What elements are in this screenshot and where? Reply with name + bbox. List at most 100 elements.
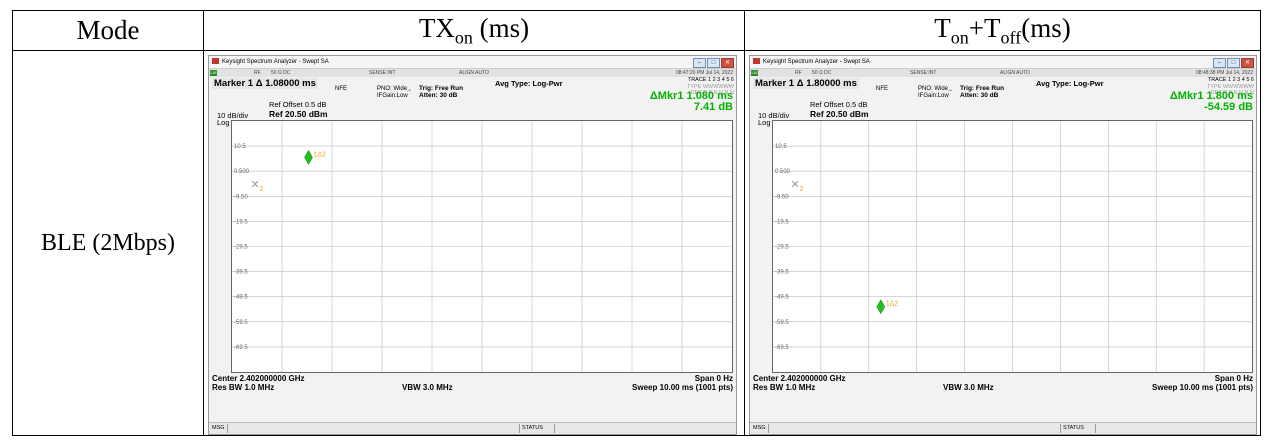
analyzer-titlebar: Keysight Spectrum Analyzer - Swept SA – □… [750,56,1256,69]
trig-label: Trig: Free Run [419,85,464,92]
header-t-rest: (ms) [1021,12,1071,43]
header-mode: Mode [12,10,204,51]
msg-label: MSG [753,425,766,431]
marker-2-label: 2 [260,186,264,193]
arrow-icon: → [947,87,953,93]
type-line: TYPE WWWWWW [686,83,734,90]
settings-panel: Marker 1 Δ 1.08000 ms NFE PNO: Wide IFGa… [209,77,736,109]
scale-type: Log [217,118,230,127]
ifgain-label: IFGain:Low [377,93,408,99]
delta-marker-time: ΔMkr1 1.800 ms [1169,90,1253,102]
det-line: DET P S N N N N [690,90,734,96]
sense-label: SENSE:INT [910,70,937,76]
scale-label: 10 dB/div Log [217,112,248,127]
app-icon [753,58,760,65]
y-tick-label: 0.500 [775,169,791,175]
atten-label: Atten: 30 dB [419,92,458,99]
status-label: STATUS [1063,425,1084,431]
restore-icon[interactable]: □ [1227,58,1240,68]
analyzer-title: Keysight Spectrum Analyzer - Swept SA [222,59,329,65]
align-label: ALIGN AUTO [1000,70,1030,76]
trace-plot[interactable]: 10.5 0.500 -9.50 -19.5 -29.5 -39.5 -49.5 -59.5 -… [772,120,1253,373]
rf-label: RF [795,70,802,76]
delta-marker-readout: ΔMkr1 1.080 ms 7.41 dB [650,91,733,113]
trace-plot[interactable]: 10.5 0.500 -9.50 -19.5 -29.5 -39.5 -49.5 -59.5 -… [231,120,733,373]
tx-on-analyzer-screenshot: Keysight Spectrum Analyzer - Swept SA – □… [208,55,737,435]
restore-icon[interactable]: □ [707,58,720,68]
atten-label: Atten: 30 dB [960,92,999,99]
delta-marker-value: 7.41 dB [693,101,733,113]
marker-readout[interactable]: Marker 1 Δ 1.08000 ms [212,78,318,89]
y-tick-label: -19.5 [775,219,789,225]
delta-marker-time: ΔMkr1 1.080 ms [649,90,733,102]
vbw: VBW 3.0 MHz [402,383,453,392]
trace-svg: 10.5 0.500 -9.50 -19.5 -29.5 -39.5 -49.5 -59.5 -… [232,121,732,372]
span: Span 0 Hz [1214,374,1253,383]
scale-div: 10 dB/div [758,111,790,120]
minimize-icon[interactable]: – [1213,58,1226,68]
timestamp: 08:48:38 PM Jul 14, 2022 [1196,70,1253,76]
marker-1-label: 1Δ2 [886,301,899,308]
header-tx-base: TX [418,12,455,43]
status-label: STATUS [522,425,543,431]
pno-label: PNO: Wide [377,86,408,92]
sweep-time: Sweep 10.00 ms (1001 pts) [632,383,733,392]
y-tick-label: -9.50 [234,194,248,200]
header-t-on-off: Ton+Toff(ms) [744,10,1261,51]
trace-info: TRACE 1 2 3 4 5 6 TYPE WWWWWW DET P S N … [1207,77,1254,97]
y-tick-label: -59.5 [234,320,248,326]
window-controls: – □ ✕ [1212,57,1254,68]
tx-on-screenshot-cell: Keysight Spectrum Analyzer - Swept SA – □… [203,50,745,436]
trace-info: TRACE 1 2 3 4 5 6 TYPE WWWWWW DET P S N … [687,77,734,97]
y-tick-label: -19.5 [234,219,248,225]
delta-marker-readout: ΔMkr1 1.800 ms -54.59 dB [1170,91,1253,113]
header-plus-t: +T [968,12,1001,43]
y-tick-label: -59.5 [775,320,789,326]
trace-line: TRACE 1 2 3 4 5 6 [1207,77,1254,83]
impedance-label: 50 Ω DC [271,70,291,76]
y-tick-label: -29.5 [775,245,789,251]
y-tick-label: 10.5 [234,144,246,150]
header-t-off-sub: off [1000,27,1022,48]
y-tick-label: -39.5 [234,270,248,276]
marker-2-icon[interactable]: ✕ [251,178,260,191]
close-icon[interactable]: ✕ [1241,58,1254,68]
y-tick-label: -49.5 [775,295,789,301]
header-tx-sub: on [454,27,473,48]
analyzer-status-strip: LXI RF 50 Ω DC SENSE:INT ALIGN AUTO 08:4… [750,69,1256,77]
header-tx-on: TXon (ms) [203,10,745,51]
y-tick-label: -69.5 [234,345,248,351]
minimize-icon[interactable]: – [693,58,706,68]
marker-1-label: 1Δ2 [314,151,327,158]
marker-1-icon[interactable] [876,299,886,315]
res-bw: Res BW 1.0 MHz [753,383,816,392]
trace-svg: 10.5 0.500 -9.50 -19.5 -29.5 -39.5 -49.5 -59.5 -… [773,121,1252,372]
analyzer-titlebar: Keysight Spectrum Analyzer - Swept SA – □… [209,56,736,69]
arrow-icon: → [406,87,412,93]
close-icon[interactable]: ✕ [721,58,734,68]
marker-1-icon[interactable] [304,149,313,165]
trig-label: Trig: Free Run [960,85,1005,92]
res-bw: Res BW 1.0 MHz [212,383,275,392]
ref-offset: Ref Offset 0.5 dB [810,100,868,109]
avg-type-label: Avg Type: Log-Pwr [1036,79,1104,88]
rf-label: RF [254,70,261,76]
message-bar: MSG STATUS [209,422,736,434]
row-mode-cell: BLE (2Mbps) [12,50,204,436]
y-tick-label: -49.5 [234,295,248,301]
y-tick-label: -39.5 [775,270,789,276]
scale-label: 10 dB/div Log [758,111,790,127]
center-frequency: Center 2.402000000 GHz [753,374,846,383]
scale-type: Log [758,118,771,127]
marker-2-icon[interactable]: ✕ [791,178,800,191]
marker-readout[interactable]: Marker 1 Δ 1.80000 ms [753,78,859,89]
center-frequency: Center 2.402000000 GHz [212,374,305,383]
msg-label: MSG [212,425,225,431]
span: Span 0 Hz [694,374,733,383]
y-tick-label: -69.5 [775,345,789,351]
timestamp: 08:47:20 PM Jul 14, 2022 [676,70,733,76]
trace-line: TRACE 1 2 3 4 5 6 [687,77,734,83]
y-tick-label: -9.50 [775,194,789,200]
impedance-label: 50 Ω DC [812,70,832,76]
test-result-table: Mode TXon (ms) Ton+Toff(ms) BLE (2Mbps) … [12,10,1261,436]
